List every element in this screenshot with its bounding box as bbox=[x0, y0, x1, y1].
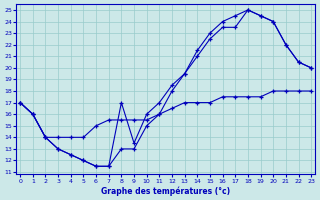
X-axis label: Graphe des températures (°c): Graphe des températures (°c) bbox=[101, 186, 230, 196]
